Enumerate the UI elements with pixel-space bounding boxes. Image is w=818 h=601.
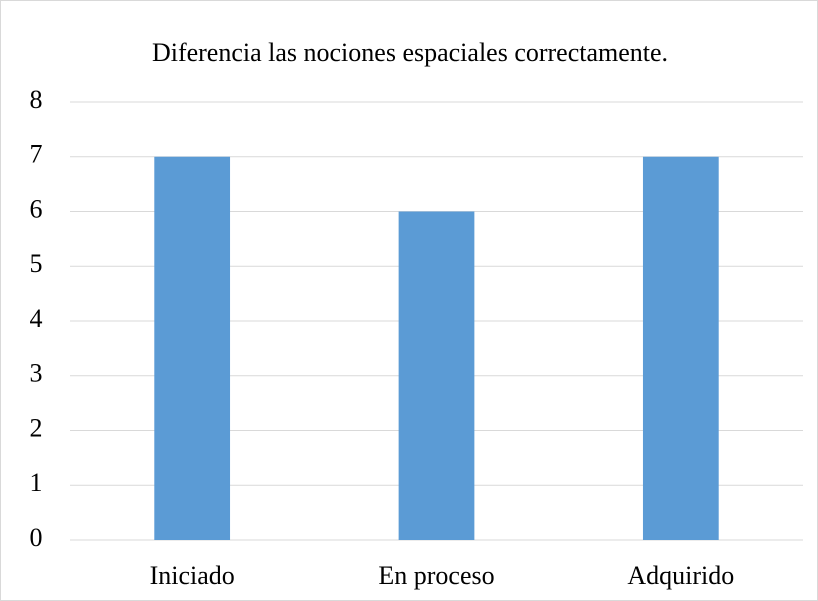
y-tick-label: 6 xyxy=(30,194,43,223)
y-tick-label: 3 xyxy=(30,359,43,388)
y-tick-label: 5 xyxy=(30,249,43,278)
y-tick-label: 0 xyxy=(30,523,43,552)
x-tick-label: Adquirido xyxy=(627,561,734,590)
y-tick-label: 4 xyxy=(30,304,43,333)
bar xyxy=(154,156,231,540)
x-tick-label: En proceso xyxy=(378,561,494,590)
y-tick-label: 1 xyxy=(30,468,43,497)
y-tick-label: 8 xyxy=(30,85,43,114)
chart-title: Diferencia las nociones espaciales corre… xyxy=(152,38,668,67)
y-tick-label: 2 xyxy=(30,413,43,442)
y-tick-label: 7 xyxy=(30,140,43,169)
x-tick-label: Iniciado xyxy=(150,561,235,590)
bar xyxy=(642,156,719,540)
bar xyxy=(398,211,475,540)
